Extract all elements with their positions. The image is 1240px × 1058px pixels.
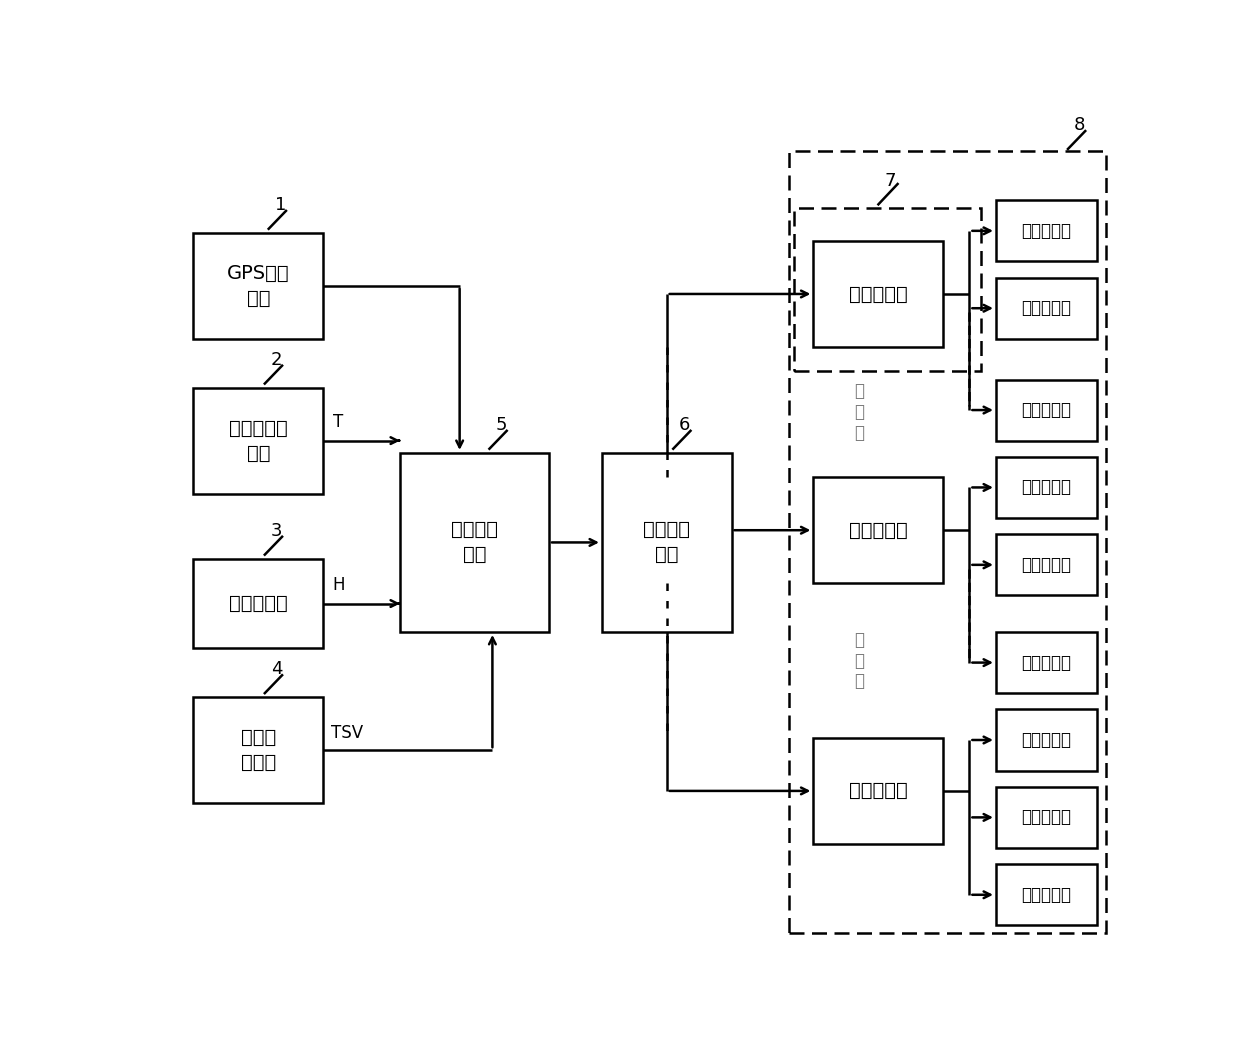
Text: 变风量末端: 变风量末端 <box>1022 808 1071 826</box>
Text: 自
组
网: 自 组 网 <box>853 382 864 442</box>
Text: 6: 6 <box>680 416 691 434</box>
Bar <box>996 380 1096 440</box>
Text: 心率传感器: 心率传感器 <box>229 594 288 613</box>
Bar <box>996 632 1096 693</box>
Text: 5: 5 <box>495 416 507 434</box>
Text: 变风量末端: 变风量末端 <box>1022 222 1071 240</box>
Bar <box>996 710 1096 770</box>
Text: 自
组
网: 自 组 网 <box>853 631 864 691</box>
Text: TSV: TSV <box>331 724 363 742</box>
Bar <box>996 787 1096 847</box>
Bar <box>813 477 944 583</box>
Text: 3: 3 <box>270 522 281 540</box>
Text: 可操作
显示屏: 可操作 显示屏 <box>241 728 277 772</box>
Text: 区域控制器: 区域控制器 <box>848 521 908 540</box>
Bar <box>193 697 324 803</box>
Bar <box>813 241 944 347</box>
Bar <box>401 453 549 632</box>
Bar <box>193 233 324 339</box>
Text: 区域控制器: 区域控制器 <box>848 782 908 801</box>
Text: T: T <box>332 413 343 431</box>
Bar <box>193 387 324 493</box>
Text: 数据监测
系统: 数据监测 系统 <box>451 521 498 564</box>
Bar <box>789 151 1106 933</box>
Text: GPS定位
系统: GPS定位 系统 <box>227 263 290 308</box>
Text: 2: 2 <box>270 351 281 369</box>
Text: 1: 1 <box>274 196 286 214</box>
Bar <box>794 208 982 371</box>
Text: 无线通讯
传输: 无线通讯 传输 <box>644 521 691 564</box>
Bar <box>996 864 1096 926</box>
Bar <box>601 453 732 632</box>
Text: 变风量末端: 变风量末端 <box>1022 401 1071 419</box>
Bar <box>996 200 1096 261</box>
Text: 变风量末端: 变风量末端 <box>1022 731 1071 749</box>
Text: 8: 8 <box>1074 116 1085 134</box>
Bar <box>996 457 1096 518</box>
Text: 变风量末端: 变风量末端 <box>1022 299 1071 317</box>
Bar <box>996 277 1096 339</box>
Text: 变风量末端: 变风量末端 <box>1022 654 1071 672</box>
Text: 区域控制器: 区域控制器 <box>848 285 908 304</box>
Bar <box>193 559 324 649</box>
Text: 变风量末端: 变风量末端 <box>1022 555 1071 573</box>
Text: 皮肤温度传
感器: 皮肤温度传 感器 <box>229 419 288 462</box>
Text: 变风量末端: 变风量末端 <box>1022 478 1071 496</box>
Text: 4: 4 <box>270 660 281 678</box>
Text: 变风量末端: 变风量末端 <box>1022 886 1071 904</box>
Bar <box>813 738 944 844</box>
Text: H: H <box>332 576 345 594</box>
Text: 7: 7 <box>884 171 895 189</box>
Bar <box>996 534 1096 596</box>
